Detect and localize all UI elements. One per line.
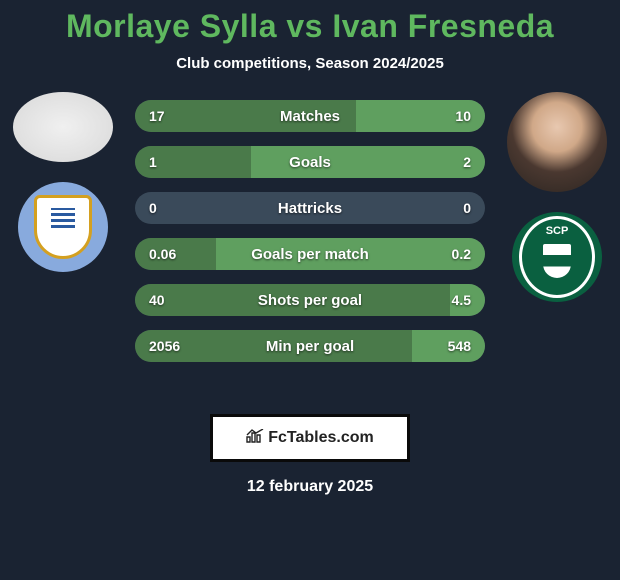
stat-label: Shots per goal bbox=[258, 292, 362, 309]
stat-value-right: 10 bbox=[455, 108, 471, 124]
player-right-avatar bbox=[507, 92, 607, 192]
stat-value-right: 0 bbox=[463, 200, 471, 216]
comparison-panel: 17 Matches 10 1 Goals 2 0 Hattricks 0 0.06 Goals p… bbox=[0, 92, 620, 392]
stat-label: Goals bbox=[289, 154, 331, 171]
stat-value-left: 17 bbox=[149, 108, 165, 124]
stat-value-right: 0.2 bbox=[452, 246, 471, 262]
player-left-avatar bbox=[13, 92, 113, 162]
player-left-club-badge bbox=[18, 182, 108, 272]
right-player-column bbox=[502, 92, 612, 302]
stat-row: 1 Goals 2 bbox=[135, 146, 485, 178]
stat-bar-right bbox=[251, 146, 486, 178]
stat-label: Hattricks bbox=[278, 200, 342, 217]
stat-value-left: 0 bbox=[149, 200, 157, 216]
subtitle: Club competitions, Season 2024/2025 bbox=[0, 55, 620, 72]
left-player-column bbox=[8, 92, 118, 272]
stat-row: 0 Hattricks 0 bbox=[135, 192, 485, 224]
brand-text: FcTables.com bbox=[268, 429, 374, 447]
player-right-club-badge bbox=[512, 212, 602, 302]
stat-label: Goals per match bbox=[251, 246, 369, 263]
stat-value-left: 1 bbox=[149, 154, 157, 170]
stat-row: 40 Shots per goal 4.5 bbox=[135, 284, 485, 316]
stats-list: 17 Matches 10 1 Goals 2 0 Hattricks 0 0.06 Goals p… bbox=[135, 100, 485, 362]
stat-value-right: 4.5 bbox=[452, 292, 471, 308]
stat-value-left: 0.06 bbox=[149, 246, 176, 262]
page-title: Morlaye Sylla vs Ivan Fresneda bbox=[0, 0, 620, 45]
date-label: 12 february 2025 bbox=[0, 478, 620, 496]
stat-row: 0.06 Goals per match 0.2 bbox=[135, 238, 485, 270]
stat-label: Min per goal bbox=[266, 338, 354, 355]
brand-badge[interactable]: FcTables.com bbox=[210, 414, 410, 462]
stat-row: 17 Matches 10 bbox=[135, 100, 485, 132]
stat-row: 2056 Min per goal 548 bbox=[135, 330, 485, 362]
stat-value-right: 548 bbox=[448, 338, 471, 354]
stat-value-left: 40 bbox=[149, 292, 165, 308]
stat-value-left: 2056 bbox=[149, 338, 180, 354]
stat-value-right: 2 bbox=[463, 154, 471, 170]
chart-icon bbox=[246, 429, 264, 448]
stat-label: Matches bbox=[280, 108, 340, 125]
